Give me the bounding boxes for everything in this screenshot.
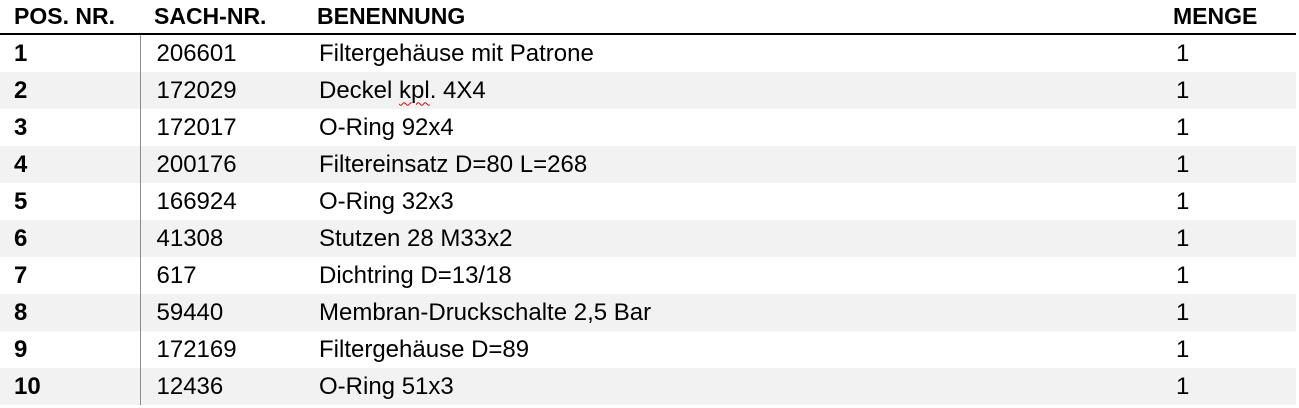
cell-menge: 1 [1159, 294, 1296, 331]
cell-menge: 1 [1176, 335, 1190, 363]
table-header: POS. NR. SACH-NR. BENENNUNG MENGE [0, 0, 1296, 35]
benennung-text: Filtergehäuse D=89 [319, 335, 530, 363]
cell-pos-nr: 8 [0, 294, 141, 331]
table-row: 10 12436 O-Ring 51x3 1 [0, 368, 1296, 405]
cell-benennung: Filtergehäuse D=89 [303, 331, 1159, 368]
cell-sach-nr: 172169 [156, 335, 237, 363]
cell-benennung: Stutzen 28 M33x2 [303, 220, 1159, 257]
header-pos-nr: POS. NR. [0, 0, 140, 35]
cell-sach-nr: 617 [156, 261, 197, 289]
cell-menge: 1 [1159, 368, 1296, 405]
cell-sach-nr: 200176 [140, 146, 303, 183]
cell-sach-nr: 59440 [140, 294, 303, 331]
cell-pos-nr: 5 [0, 183, 141, 220]
cell-sach-nr: 41308 [140, 220, 303, 257]
header-benennung: BENENNUNG [303, 0, 1159, 35]
header-sach-nr: SACH-NR. [140, 0, 303, 35]
cell-menge: 1 [1176, 113, 1190, 141]
table-row: 9 172169 Filtergehäuse D=89 1 [0, 331, 1296, 368]
cell-menge: 1 [1176, 187, 1190, 215]
table-row: 3 172017 O-Ring 92x4 1 [0, 109, 1296, 146]
cell-pos-nr: 9 [0, 331, 141, 368]
table-row: 8 59440 Membran-Druckschalte 2,5 Bar 1 [0, 294, 1296, 331]
table-row: 7 617 Dichtring D=13/18 1 [0, 257, 1296, 294]
benennung-text-rest: . 4X4 [429, 76, 486, 104]
table-row: 2 172029 Deckel kpl. 4X4 1 [0, 72, 1296, 109]
cell-pos-nr: 2 [0, 72, 141, 109]
cell-pos-nr: 3 [0, 109, 141, 146]
cell-benennung: O-Ring 32x3 [303, 183, 1159, 220]
benennung-text: O-Ring 92x4 [319, 113, 454, 141]
benennung-text: O-Ring 51x3 [319, 372, 454, 400]
cell-benennung: Dichtring D=13/18 [303, 257, 1159, 294]
cell-benennung: Filtereinsatz D=80 L=268 [303, 146, 1159, 183]
cell-pos-nr: 4 [0, 146, 141, 183]
benennung-text: Dichtring D=13/18 [319, 261, 512, 289]
cell-sach-nr: 166924 [156, 187, 237, 215]
cell-benennung: O-Ring 51x3 [303, 368, 1159, 405]
benennung-text: Stutzen 28 M33x2 [319, 224, 513, 252]
cell-menge: 1 [1159, 146, 1296, 183]
header-row: POS. NR. SACH-NR. BENENNUNG MENGE [0, 0, 1296, 35]
table-body: 1 206601 Filtergehäuse mit Patrone 1 2 1… [0, 34, 1296, 405]
table-row: 1 206601 Filtergehäuse mit Patrone 1 [0, 34, 1296, 72]
cell-pos-nr: 6 [0, 220, 141, 257]
cell-menge: 1 [1176, 39, 1190, 67]
benennung-text: O-Ring 32x3 [319, 187, 454, 215]
cell-menge: 1 [1159, 72, 1296, 109]
cell-pos-nr: 10 [0, 368, 141, 405]
header-menge: MENGE [1159, 0, 1296, 35]
benennung-text: Filtergehäuse mit Patrone [319, 39, 594, 67]
cell-benennung: O-Ring 92x4 [303, 109, 1159, 146]
cell-benennung: Membran-Druckschalte 2,5 Bar [303, 294, 1159, 331]
cell-sach-nr: 172017 [156, 113, 237, 141]
table-row: 6 41308 Stutzen 28 M33x2 1 [0, 220, 1296, 257]
cell-sach-nr: 172029 [140, 72, 303, 109]
benennung-text: Filtereinsatz D=80 L=268 [319, 150, 588, 178]
cell-pos-nr: 7 [0, 257, 141, 294]
cell-sach-nr: 206601 [156, 39, 237, 67]
benennung-text: Membran-Druckschalte 2,5 Bar [319, 298, 652, 326]
cell-pos-nr: 1 [0, 34, 141, 72]
cell-benennung: Filtergehäuse mit Patrone [303, 34, 1159, 72]
benennung-text: Deckel [319, 76, 400, 104]
cell-sach-nr: 12436 [140, 368, 303, 405]
table-row: 5 166924 O-Ring 32x3 1 [0, 183, 1296, 220]
cell-menge: 1 [1176, 261, 1190, 289]
cell-benennung: Deckel kpl. 4X4 [303, 72, 1159, 109]
spellcheck-marked-word: kpl [399, 76, 430, 104]
table-row: 4 200176 Filtereinsatz D=80 L=268 1 [0, 146, 1296, 183]
cell-menge: 1 [1159, 220, 1296, 257]
